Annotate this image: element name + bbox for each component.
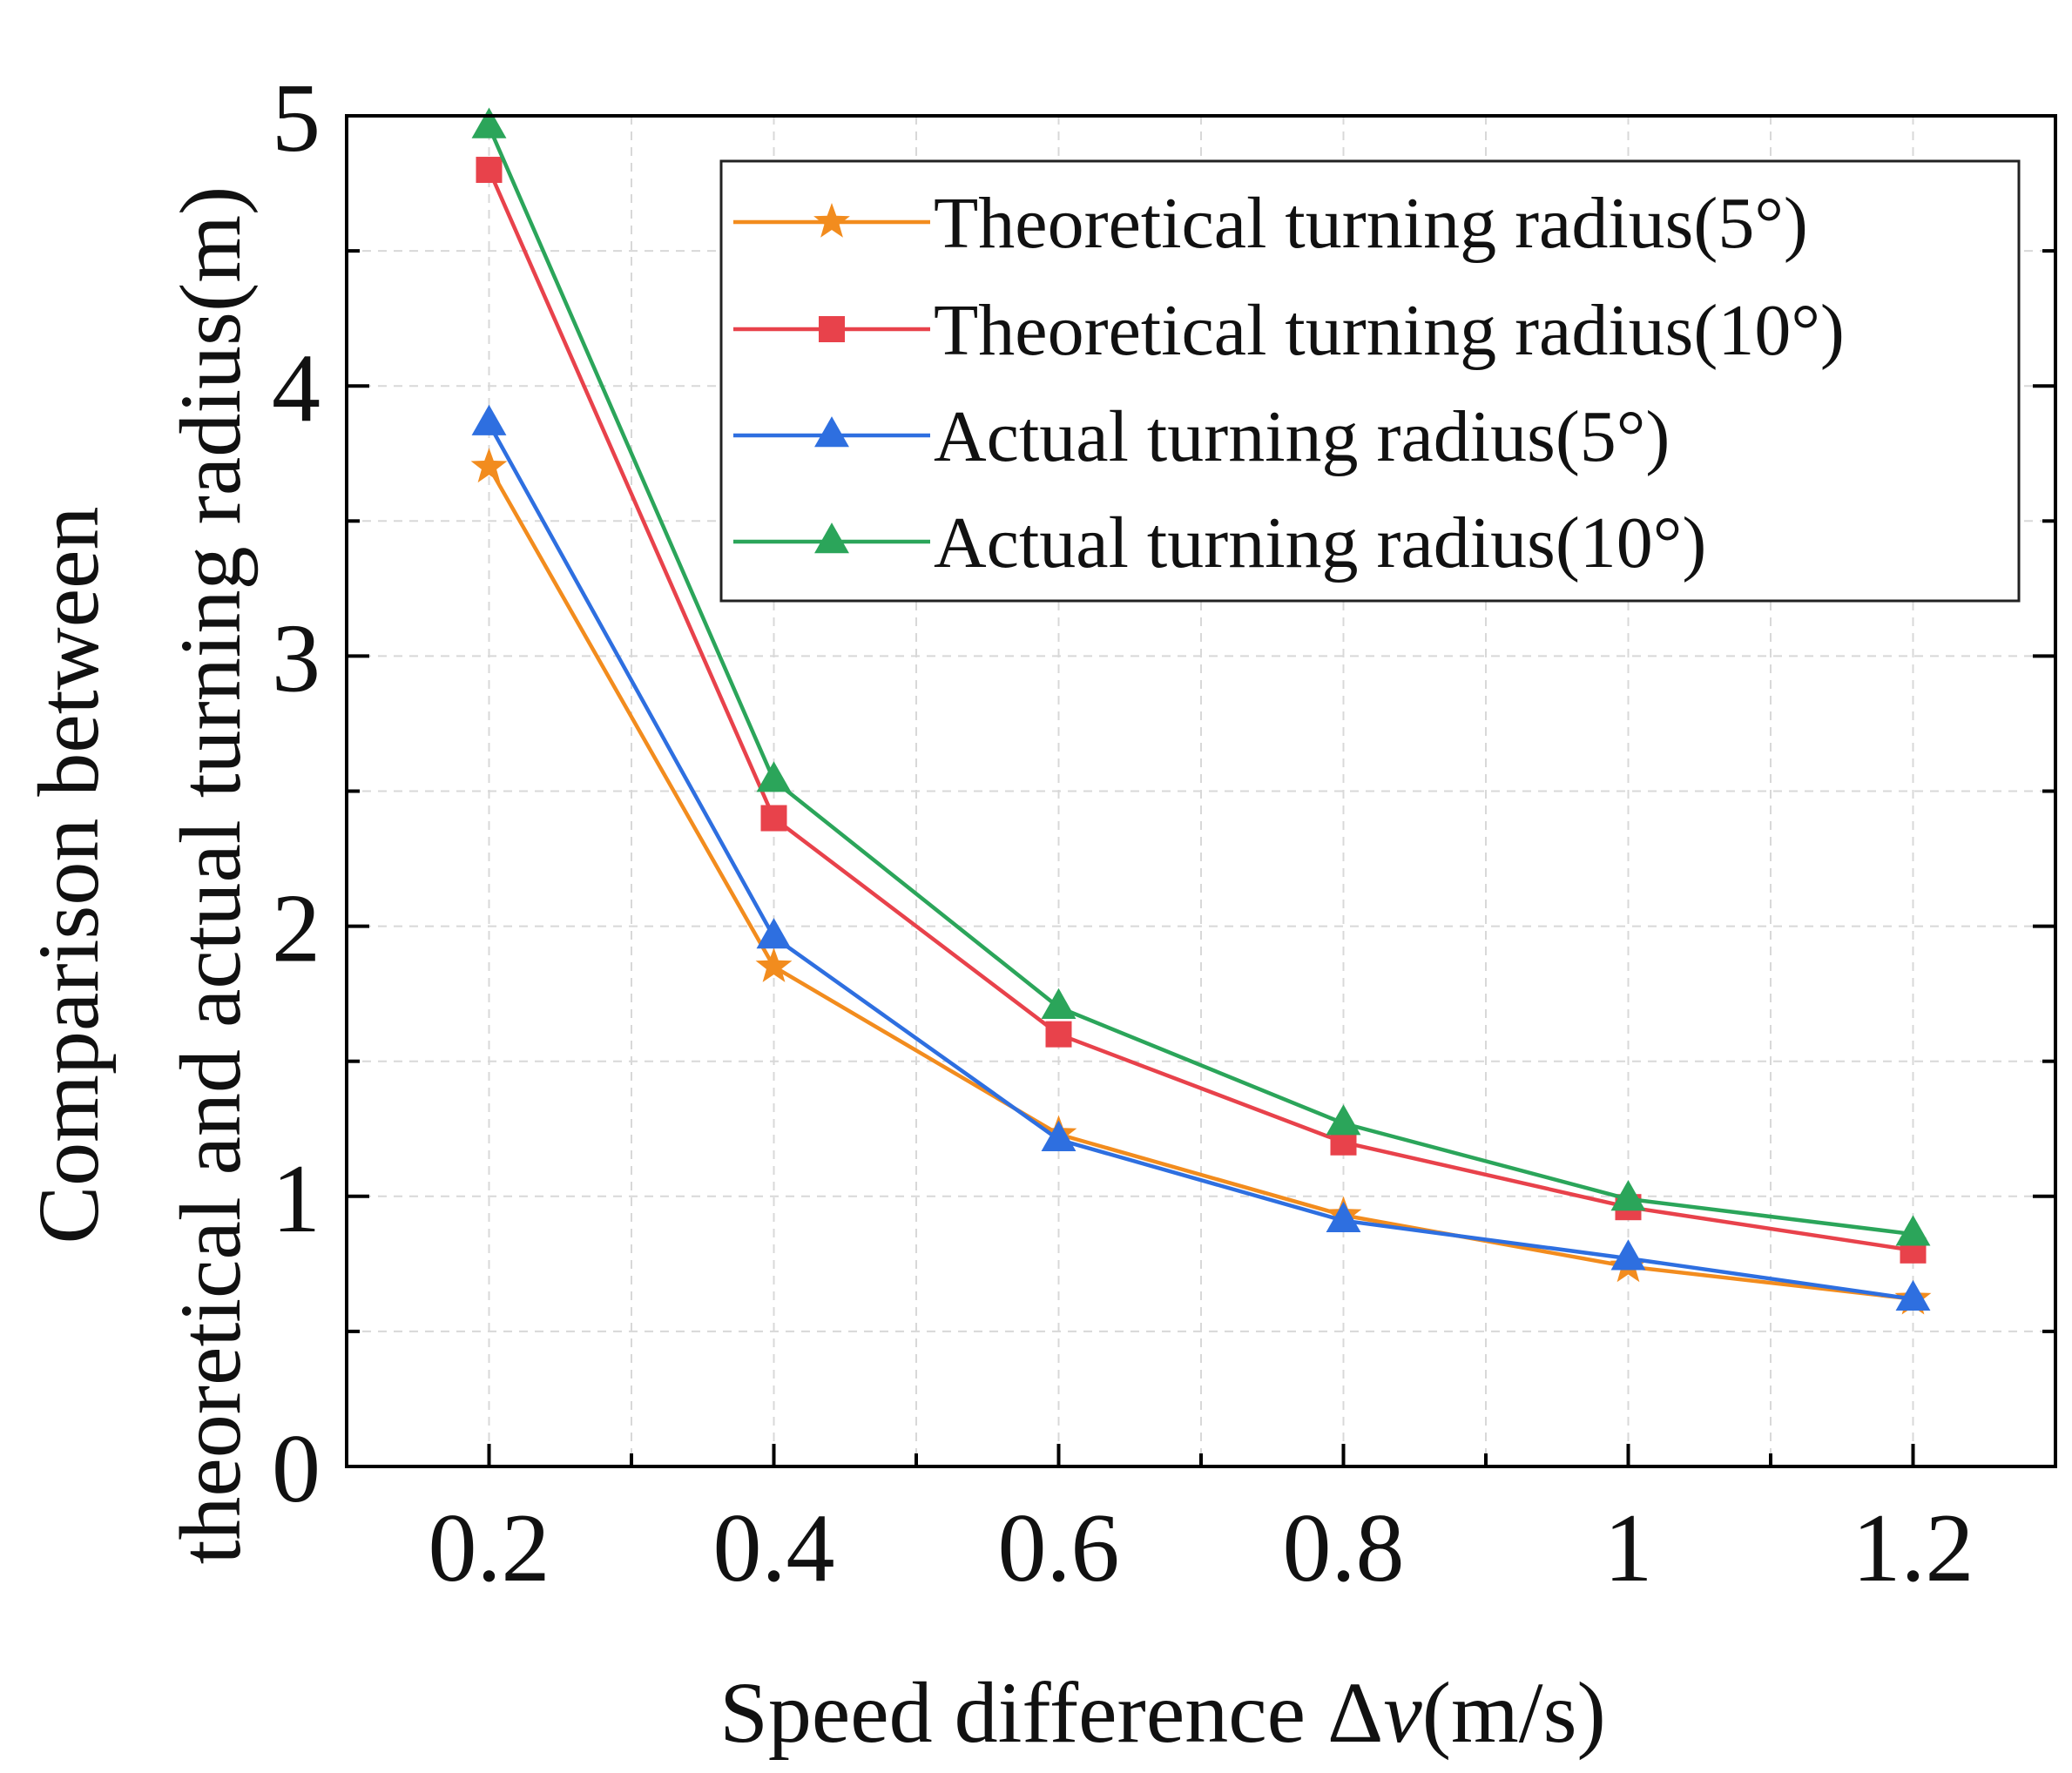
legend-label: Theoretical turning radius(10°) <box>934 290 1845 371</box>
marker-triangle <box>1326 1104 1361 1136</box>
marker-square <box>1045 1021 1072 1048</box>
x-tick-label: 0.2 <box>429 1494 550 1602</box>
series-line <box>487 422 1913 1301</box>
series-layer <box>470 107 1932 1315</box>
y-axis-title-line1: Comparison between <box>20 506 117 1244</box>
marker-star <box>755 947 793 982</box>
x-tick-label: 0.6 <box>998 1494 1120 1602</box>
legend-items: Theoretical turning radius(5°) Theoretica… <box>733 183 1845 583</box>
x-axis-title: Speed difference Δv(m/s) <box>719 1664 1606 1761</box>
marker-triangle <box>1895 1279 1931 1311</box>
y-tick-label: 1 <box>272 1145 321 1253</box>
marker-star <box>813 203 850 238</box>
legend-item: Theoretical turning radius(10°) <box>733 290 1845 371</box>
axis-ticks <box>347 114 2055 1468</box>
legend-label: Theoretical turning radius(5°) <box>934 183 1808 264</box>
legend-item: Actual turning radius(10°) <box>733 502 1706 583</box>
series-3 <box>471 404 1931 1311</box>
marker-star <box>470 448 508 483</box>
marker-triangle <box>756 918 792 949</box>
series-line <box>487 466 1913 1301</box>
y-axis-tick-labels: 0 1 2 3 4 5 <box>272 64 321 1523</box>
series-line <box>487 125 1913 1237</box>
x-tick-label: 0.8 <box>1283 1494 1405 1602</box>
y-tick-label: 5 <box>272 64 321 172</box>
legend-label: Actual turning radius(5°) <box>934 396 1670 477</box>
y-tick-label: 4 <box>272 334 321 442</box>
marker-square <box>819 316 845 342</box>
x-tick-label: 0.4 <box>713 1494 835 1602</box>
legend-item: Actual turning radius(5°) <box>733 396 1670 477</box>
marker-triangle <box>471 107 507 138</box>
y-axis-title-line2: theoretical and actual turning radius(m) <box>162 186 259 1565</box>
marker-triangle <box>814 416 849 448</box>
legend: Theoretical turning radius(5°) Theoretica… <box>719 159 2021 603</box>
marker-triangle <box>1610 1180 1646 1211</box>
marker-triangle <box>756 761 792 792</box>
marker-square <box>760 805 787 832</box>
marker-triangle <box>1610 1239 1646 1271</box>
marker-triangle <box>814 522 849 554</box>
x-tick-label: 1 <box>1604 1494 1653 1602</box>
marker-triangle <box>1041 988 1076 1019</box>
y-tick-label: 2 <box>272 875 321 983</box>
y-tick-label: 3 <box>272 604 321 712</box>
x-tick-label: 1.2 <box>1853 1494 1974 1602</box>
marker-triangle <box>1041 1120 1076 1151</box>
y-axis-title: Comparison between theoretical and actua… <box>20 186 259 1565</box>
legend-box <box>719 159 2021 603</box>
marker-triangle <box>471 404 507 435</box>
y-tick-label: 0 <box>272 1415 321 1523</box>
legend-item: Theoretical turning radius(5°) <box>733 183 1808 264</box>
marker-square <box>476 157 503 184</box>
x-axis-tick-labels: 0.2 0.4 0.6 0.8 1 1.2 <box>429 1494 1974 1602</box>
series-line <box>487 169 1913 1253</box>
marker-triangle <box>1895 1215 1931 1246</box>
legend-label: Actual turning radius(10°) <box>934 502 1706 583</box>
marker-triangle <box>1326 1201 1361 1233</box>
series-4 <box>471 107 1931 1246</box>
